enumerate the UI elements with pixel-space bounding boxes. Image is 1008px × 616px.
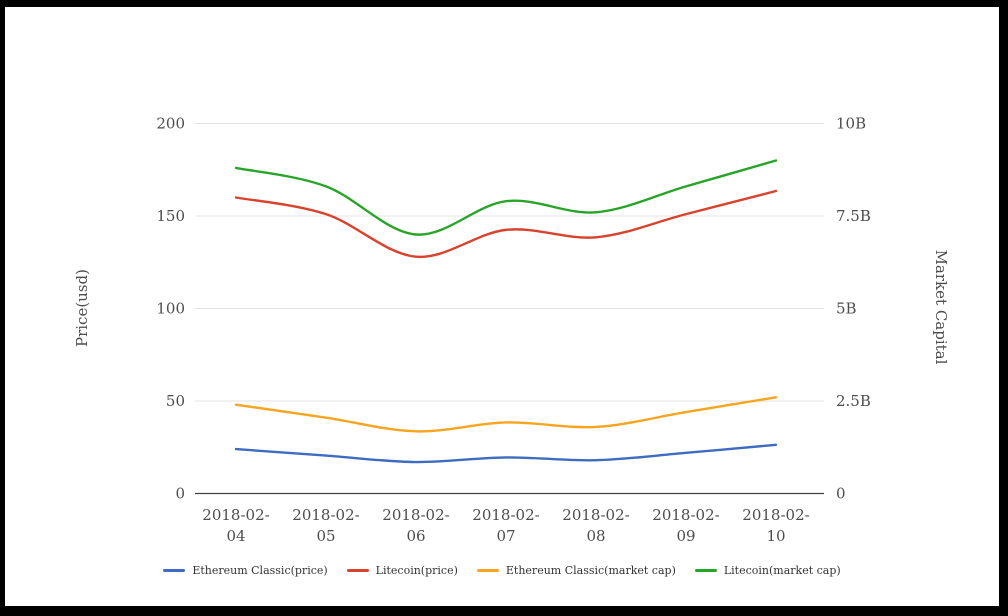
legend-label: Ethereum Classic(price) xyxy=(192,564,328,577)
legend-swatch-icon xyxy=(346,569,369,572)
chart-panel: 0 0 50 2.5B 100 5B 150 7.5B 200 10B 2018-02- 04 2018… xyxy=(5,7,999,606)
x-axis-tick-label: 2018-02- xyxy=(742,506,809,524)
series-line-ethereum-classic-price- xyxy=(234,443,778,464)
legend-item-litecoin-price-[interactable]: Litecoin(price) xyxy=(346,564,458,577)
left-axis-tick-label: 200 xyxy=(156,115,185,133)
right-axis-tick-label: 2.5B xyxy=(836,392,871,410)
x-axis-tick-label: 2018-02- xyxy=(292,506,359,524)
x-axis-tick-label: 2018-02- xyxy=(472,506,539,524)
right-axis-tick-label: 10B xyxy=(836,115,866,133)
legend-item-ethereum-classic-price-[interactable]: Ethereum Classic(price) xyxy=(163,564,328,577)
x-axis-tick-label: 2018-02- xyxy=(562,506,629,524)
x-axis-tick-label: 08 xyxy=(586,527,605,545)
legend-item-ethereum-classic-market-cap-[interactable]: Ethereum Classic(market cap) xyxy=(476,564,676,577)
left-axis-tick-label: 50 xyxy=(166,392,185,410)
right-axis-tick-label: 0 xyxy=(836,485,846,503)
legend-swatch-icon xyxy=(163,569,186,572)
series-line-litecoin-market-cap- xyxy=(234,159,778,236)
series-line-ethereum-classic-market-cap- xyxy=(234,396,778,433)
chart-legend: Ethereum Classic(price) Litecoin(price) Et… xyxy=(5,564,999,577)
x-axis-tick-label: 09 xyxy=(676,527,695,545)
x-axis-tick-label: 05 xyxy=(316,527,335,545)
legend-swatch-icon xyxy=(476,569,499,572)
left-axis-tick-label: 150 xyxy=(156,207,185,225)
legend-item-litecoin-market-cap-[interactable]: Litecoin(market cap) xyxy=(694,564,841,577)
left-axis-tick-label: 0 xyxy=(175,485,185,503)
legend-swatch-icon xyxy=(694,569,717,572)
series-line-litecoin-price- xyxy=(234,189,778,258)
x-axis-tick-label: 04 xyxy=(226,527,245,545)
left-axis-tick-label: 100 xyxy=(156,300,185,318)
x-axis-tick-label: 07 xyxy=(496,527,515,545)
x-axis-tick-label: 06 xyxy=(406,527,425,545)
legend-label: Litecoin(market cap) xyxy=(723,564,841,577)
x-axis-tick-label: 2018-02- xyxy=(202,506,269,524)
x-axis-tick-label: 10 xyxy=(766,527,785,545)
x-axis-tick-label: 2018-02- xyxy=(382,506,449,524)
x-axis-tick-label: 2018-02- xyxy=(652,506,719,524)
right-axis-tick-label: 5B xyxy=(836,300,857,318)
right-axis-tick-label: 7.5B xyxy=(836,207,871,225)
legend-label: Litecoin(price) xyxy=(375,564,458,577)
legend-label: Ethereum Classic(market cap) xyxy=(505,564,676,577)
